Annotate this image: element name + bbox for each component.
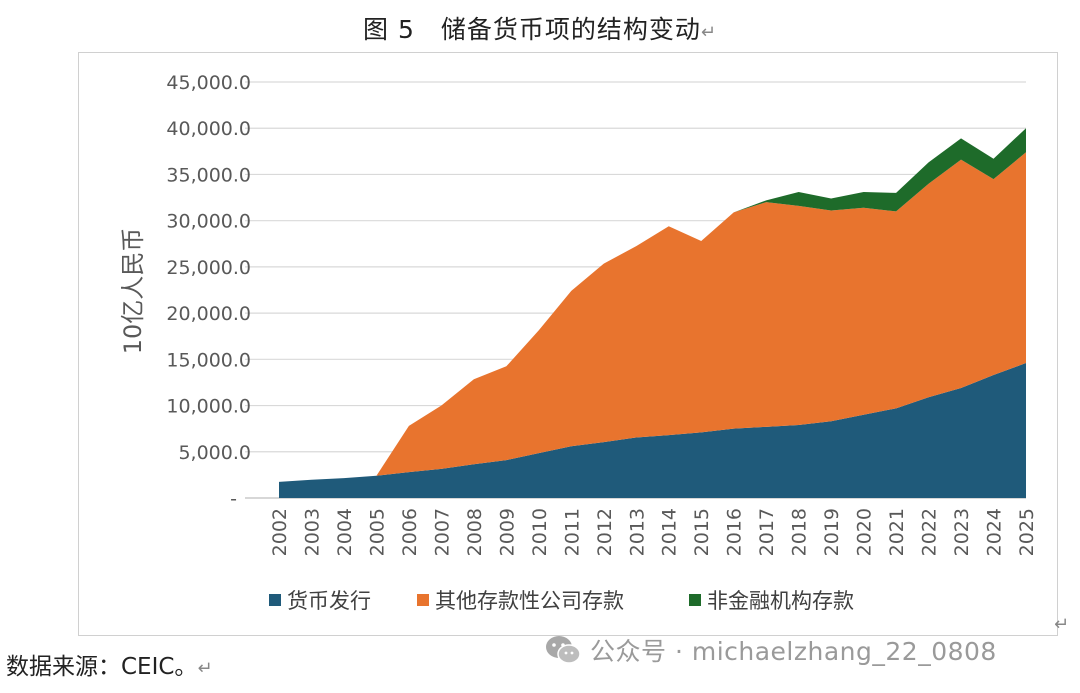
y-axis-label: 10亿人民币 <box>119 228 147 355</box>
y-tick-label: 20,000.0 <box>166 303 251 325</box>
x-tick-label: 2003 <box>301 508 323 556</box>
data-source-note: 数据来源：CEIC。↵ <box>6 654 213 680</box>
x-tick-label: 2019 <box>821 508 843 556</box>
x-tick-label: 2021 <box>886 508 908 556</box>
x-tick-label: 2006 <box>399 508 421 556</box>
y-tick-label: 10,000.0 <box>166 396 251 418</box>
figure-title: 图 5 储备货币项的结构变动↵ <box>363 15 717 44</box>
x-tick-label: 2008 <box>464 508 486 556</box>
x-tick-label: 2016 <box>724 508 746 556</box>
x-tick-label: 2020 <box>854 508 876 556</box>
x-tick-label: 2012 <box>594 508 616 556</box>
x-tick-label: 2009 <box>496 508 518 556</box>
x-tick-label: 2013 <box>626 508 648 556</box>
x-tick-label: 2024 <box>984 508 1006 556</box>
stacked-area-chart: - 5,000.0 10,000.0 15,000.0 20,000.0 25,000.0… <box>119 72 1038 613</box>
x-tick-label: 2002 <box>269 508 291 556</box>
area-series-3 <box>279 128 1026 482</box>
area-series-2 <box>279 152 1026 482</box>
legend-label: 非金融机构存款 <box>707 589 854 613</box>
x-tick-label: 2005 <box>366 508 388 556</box>
area-series-1 <box>279 363 1026 498</box>
x-tick-label: 2007 <box>431 508 453 556</box>
y-tick-label: - <box>230 488 237 510</box>
x-tick-label: 2010 <box>529 508 551 556</box>
return-mark: ↵ <box>1054 614 1070 635</box>
x-tick-label: 2025 <box>1016 508 1038 556</box>
watermark: 公众号 · michaelzhang_22_0808 <box>544 632 997 668</box>
y-tick-label: 15,000.0 <box>166 349 251 371</box>
x-tick-label: 2018 <box>789 508 811 556</box>
y-tick-label: 35,000.0 <box>166 164 251 186</box>
legend-label: 货币发行 <box>287 589 371 613</box>
x-tick-label: 2011 <box>561 508 583 556</box>
return-mark: ↵ <box>197 658 213 679</box>
chart-frame: - 5,000.0 10,000.0 15,000.0 20,000.0 25,000.0… <box>78 52 1058 636</box>
y-tick-label: 25,000.0 <box>166 257 251 279</box>
watermark-text: 公众号 · michaelzhang_22_0808 <box>590 637 997 666</box>
return-mark: ↵ <box>700 22 717 43</box>
x-tick-label: 2015 <box>691 508 713 556</box>
legend-swatch <box>417 594 429 606</box>
y-tick-label: 40,000.0 <box>166 118 251 140</box>
x-tick-label: 2023 <box>951 508 973 556</box>
x-tick-label: 2004 <box>334 508 356 556</box>
legend-swatch <box>269 594 281 606</box>
legend-swatch <box>689 594 701 606</box>
legend-label: 其他存款性公司存款 <box>435 589 624 613</box>
y-tick-label: 30,000.0 <box>166 211 251 233</box>
x-tick-label: 2017 <box>756 508 778 556</box>
wechat-icon <box>546 636 581 664</box>
y-tick-label: 5,000.0 <box>178 442 251 464</box>
x-tick-label: 2022 <box>919 508 941 556</box>
y-tick-label: 45,000.0 <box>166 72 251 94</box>
x-tick-label: 2014 <box>659 508 681 556</box>
